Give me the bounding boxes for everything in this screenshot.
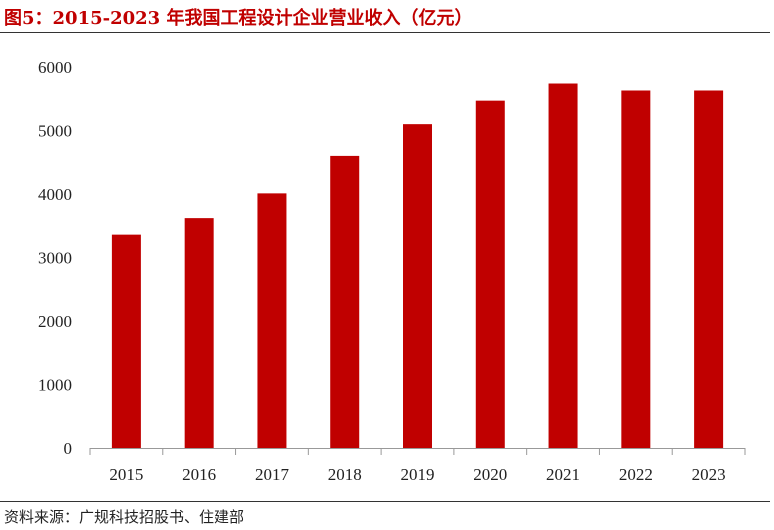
- y-tick-label: 5000: [38, 122, 72, 141]
- y-tick-label: 2000: [38, 312, 72, 331]
- x-tick-label: 2015: [109, 465, 143, 484]
- bottom-divider: [0, 501, 770, 502]
- y-tick-label: 3000: [38, 249, 72, 268]
- bar-2019: [403, 124, 432, 449]
- x-axis: 2015 2016 2017 2018 2019 2020 2021 2022 2023: [89, 448, 746, 484]
- bar-2022: [621, 90, 651, 448]
- y-tick-label: 1000: [38, 376, 72, 395]
- bar-2015: [111, 234, 141, 448]
- x-tick-label: 2017: [255, 465, 290, 484]
- x-tick-label: 2018: [328, 465, 362, 484]
- y-axis: 0 1000 2000 3000 4000 5000 6000: [38, 58, 72, 458]
- y-tick-label: 4000: [38, 185, 72, 204]
- bar-2020: [475, 100, 505, 448]
- bar-2017: [257, 193, 287, 448]
- x-tick-label: 2019: [401, 465, 435, 484]
- x-tick-label: 2016: [182, 465, 216, 484]
- top-divider: [0, 32, 770, 33]
- bar-2023: [694, 90, 724, 448]
- x-tick-label: 2021: [546, 465, 580, 484]
- bar-2016: [184, 218, 214, 448]
- x-tick-label: 2022: [619, 465, 653, 484]
- y-tick-label: 6000: [38, 58, 72, 77]
- bars: [111, 83, 724, 449]
- source-note: 资料来源：广规科技招股书、住建部: [4, 508, 245, 526]
- x-tick-label: 2020: [473, 465, 507, 484]
- x-tick-label: 2023: [692, 465, 726, 484]
- y-tick-label: 0: [64, 439, 73, 458]
- bar-2021: [548, 83, 578, 448]
- bar-2018: [330, 155, 360, 448]
- chart-title: 图5：2015-2023 年我国工程设计企业营业收入（亿元）: [4, 8, 473, 29]
